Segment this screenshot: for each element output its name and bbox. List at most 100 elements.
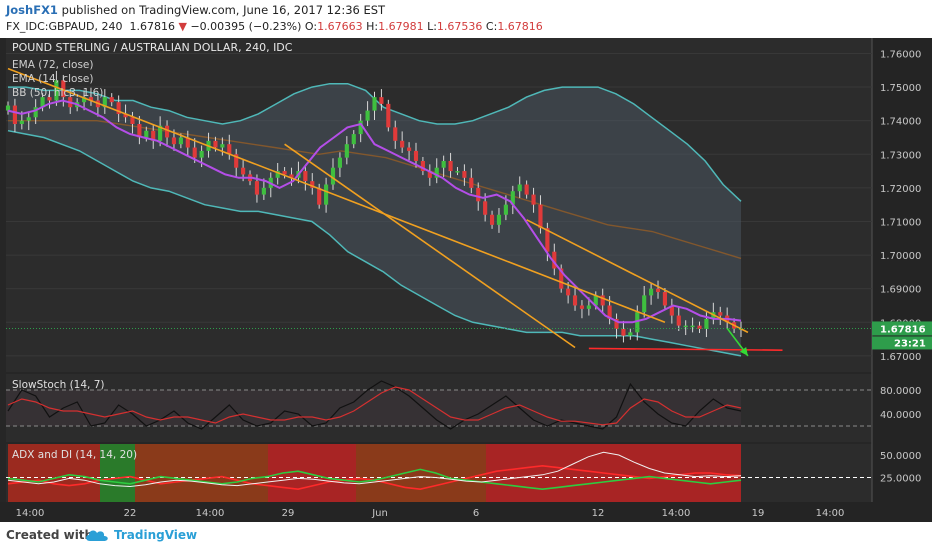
forecast-arrow-head <box>739 347 748 356</box>
stoch-title: SlowStoch (14, 7) <box>12 379 104 391</box>
countdown-tag <box>872 336 932 350</box>
time-tick-label: 22 <box>124 508 137 519</box>
candle-body <box>33 107 38 118</box>
created-with-label: Created with <box>6 528 94 542</box>
candle-body <box>61 80 66 98</box>
candle-body <box>427 171 432 178</box>
candle-body <box>12 105 17 125</box>
time-tick-label: 14:00 <box>662 508 691 519</box>
tradingview-cloud-icon <box>86 530 108 541</box>
candle-body <box>628 332 633 336</box>
candle-body <box>344 144 349 158</box>
candle-body <box>372 97 377 111</box>
candle-body <box>171 137 177 145</box>
candle-body <box>26 117 31 121</box>
candle-body <box>420 160 425 172</box>
candle-body <box>109 97 114 103</box>
candle-body <box>81 97 87 103</box>
support-line <box>588 347 783 351</box>
candle-body <box>697 325 702 329</box>
candle-body <box>241 167 246 175</box>
publish-line: JoshFX1 published on TradingView.com, Ju… <box>6 3 385 17</box>
candle-body <box>178 137 183 145</box>
candle-body <box>545 228 550 252</box>
candle-body <box>282 171 287 175</box>
symbol-label: FX_IDC:GBPAUD, 240 <box>6 20 123 33</box>
candle-body <box>40 97 45 108</box>
price-chart[interactable]: 1.76000 1.75000 1.74000 1.73000 1.72000 1.710… <box>0 38 932 522</box>
candle-body <box>489 214 495 225</box>
countdown-label: 23:21 <box>894 338 926 349</box>
open-value: 1.67663 <box>317 20 363 33</box>
trendline-channel-second <box>526 219 749 334</box>
adx-tick-label: 50.0000 <box>880 451 921 462</box>
candle-body <box>151 130 156 141</box>
low-label: L: <box>427 20 437 33</box>
chart-footer: Created with TradingView <box>0 522 932 550</box>
candle-body <box>552 251 557 269</box>
legend-entry: EMA (14, close) <box>12 73 94 85</box>
legend-entry: EMA (72, close) <box>12 59 94 71</box>
candle-body <box>324 184 329 205</box>
time-tick-label: 14:00 <box>816 508 845 519</box>
candle-body <box>19 120 24 125</box>
candle-body <box>123 113 128 118</box>
candle-body <box>469 177 474 188</box>
candle-body <box>227 144 232 155</box>
candle-body <box>593 295 598 306</box>
candle-body <box>635 312 640 333</box>
candle-body <box>234 154 239 168</box>
candle-body <box>379 97 384 104</box>
candle-body <box>462 171 467 178</box>
candle-body <box>621 328 626 336</box>
candle-body <box>199 150 204 158</box>
candle-body <box>303 171 308 182</box>
time-tick-label: 14:00 <box>16 508 45 519</box>
candle-body <box>254 181 260 195</box>
candle-body <box>351 134 356 145</box>
candle-body <box>579 305 585 309</box>
close-label: C: <box>485 20 498 33</box>
candle-body <box>531 194 536 205</box>
down-arrow-icon: ▼ <box>178 20 187 33</box>
price-tick-label: 1.73000 <box>880 150 921 161</box>
candle-body <box>5 105 11 111</box>
open-label: O: <box>304 20 318 33</box>
candle-body <box>261 187 266 195</box>
candle-body <box>704 318 709 329</box>
bollinger-lower-line <box>7 129 742 357</box>
close-value: 1.67816 <box>497 20 543 33</box>
time-tick-label: 12 <box>592 508 605 519</box>
candle-body <box>455 171 460 173</box>
chart-header: JoshFX1 published on TradingView.com, Ju… <box>0 0 932 38</box>
candle-body <box>510 191 515 205</box>
candle-body <box>683 325 688 328</box>
ema72-line <box>8 120 742 260</box>
candle-body <box>614 318 619 329</box>
candle-body <box>116 102 121 114</box>
candle-body <box>164 125 170 138</box>
candle-body <box>54 80 59 101</box>
stoch-tick-label: 40.0000 <box>880 410 921 421</box>
publisher-name[interactable]: JoshFX1 <box>6 3 58 17</box>
tradingview-brand-link[interactable]: TradingView <box>114 528 198 542</box>
candle-body <box>441 160 446 168</box>
candle-body <box>88 97 94 101</box>
time-tick-label: Jun <box>371 508 388 519</box>
price-axis-background <box>872 38 932 522</box>
candle-body <box>586 305 591 309</box>
candle-body <box>185 137 190 148</box>
candle-body <box>538 204 543 229</box>
time-tick-label: 14:00 <box>196 508 225 519</box>
candle-body <box>642 295 647 313</box>
candle-body <box>47 97 52 101</box>
adx-tick-label: 25.0000 <box>880 474 921 485</box>
candle-body <box>483 201 488 215</box>
candle-body <box>503 204 508 215</box>
candle-body <box>365 110 370 121</box>
adx-regime-band <box>100 444 135 502</box>
candle-body <box>330 167 336 185</box>
adx-regime-band <box>356 444 486 502</box>
candle-body <box>192 147 197 158</box>
candle-body <box>407 147 412 151</box>
